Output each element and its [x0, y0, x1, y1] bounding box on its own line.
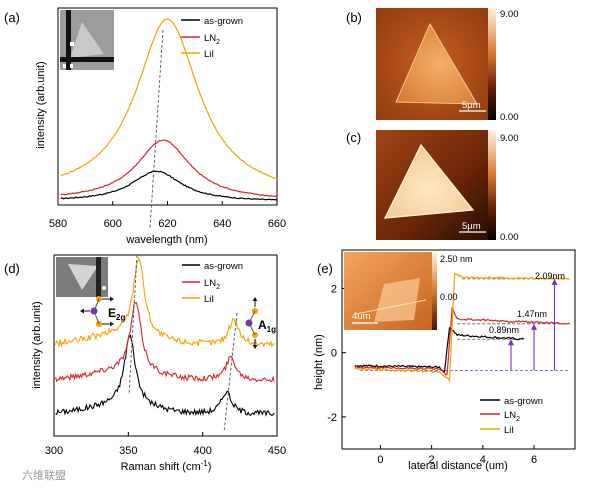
panel-d-ylabel: intensity (arb.unit) — [31, 301, 43, 388]
panel-d-xlabel: Raman shift (cm-1) — [121, 459, 212, 473]
legend-a-ln2: LN2 — [204, 33, 220, 46]
panel-d-xtick-label: 400 — [193, 445, 211, 457]
panel-e-xlabel: lateral distance (um) — [408, 460, 508, 472]
step-label-lil: 2.09nm — [535, 271, 565, 281]
panel-d-xtick-label: 350 — [119, 445, 137, 457]
panel-e-ytick-label: -2 — [327, 412, 337, 424]
panel-d-inset-image — [56, 257, 108, 297]
panel-e-xtick-label: 2 — [429, 454, 435, 466]
legend-d-as-grown: as-grown — [204, 261, 243, 272]
panel-c: (c) 5µm 9.00 0.00 — [346, 130, 519, 243]
panel-e-yticks: 2 0 -2 — [327, 284, 346, 424]
panel-e-inset-colorbar-max: 2.50 nm — [440, 254, 473, 264]
panel-a-xtick-label: 600 — [104, 218, 122, 230]
panel-e-xtick-label: 4 — [480, 454, 486, 466]
panel-e-ytick-label: 0 — [331, 348, 337, 360]
panel-a-inset-image — [60, 10, 114, 70]
panel-b-scale-bar: 5µm — [462, 100, 481, 111]
panel-a-xticks: 580 600 620 640 660 — [49, 201, 286, 230]
panel-d-xtick-label: 300 — [45, 445, 63, 457]
panel-e-curve-lil — [354, 272, 570, 383]
panel-e-ytick-label: 2 — [331, 284, 337, 296]
legend-a-as-grown: as-grown — [204, 16, 243, 27]
panel-c-colorbar-min: 0.00 — [500, 232, 519, 243]
panel-d-e2g-guide — [128, 254, 138, 396]
panel-e-step-arrows — [507, 278, 558, 371]
panel-c-scale-bar: 5µm — [462, 221, 481, 232]
panel-b-afm-image: 5µm — [376, 8, 488, 120]
panel-e-step-arrowhead — [531, 323, 538, 330]
panel-e-xtick-label: 6 — [531, 454, 537, 466]
panel-a-peak-guide — [149, 29, 164, 229]
panel-a-ylabel: intensity (arb.unit) — [35, 61, 47, 148]
panel-e-curve-as-grown — [354, 326, 525, 374]
panel-e-step-arrowhead — [507, 339, 514, 346]
panel-e-xtick-label: 0 — [377, 454, 383, 466]
panel-e-inset-image: 4um 2.50 nm 0.00 — [344, 252, 473, 330]
panel-a-xtick-label: 620 — [158, 218, 176, 230]
panel-d-legend: as-grown LN2 LiI — [182, 261, 243, 305]
panel-b-colorbar-max: 9.00 — [500, 9, 519, 20]
watermark: 六维联盟 — [22, 469, 66, 482]
panel-e-inset-colorbar — [432, 252, 437, 330]
panel-e-inset-scale-bar: 4um — [352, 311, 371, 322]
panel-a-legend: as-grown LN2 LiI — [181, 16, 243, 60]
step-label-ln2: 1.47nm — [517, 309, 547, 319]
panel-d-a1g-guide — [223, 312, 238, 433]
panel-a: (a) intensity (arb.unit) 580 600 620 640 660… — [4, 7, 286, 246]
legend-d-lil: LiI — [204, 294, 214, 305]
panel-c-label: (c) — [346, 130, 361, 145]
panel-a-curve-ln2 — [60, 139, 277, 198]
legend-d-ln2: LN2 — [204, 278, 220, 291]
panel-d-label: (d) — [4, 261, 20, 276]
panel-c-afm-image: 5µm — [376, 130, 488, 240]
a1g-label: A1g — [258, 318, 276, 334]
a1g-mode-icon — [245, 297, 258, 349]
panel-e-xticks: 0 2 4 6 — [377, 445, 537, 466]
panel-d-curve-ln2 — [54, 302, 275, 383]
panel-b-colorbar-min: 0.00 — [500, 112, 519, 123]
panel-e-step-arrowhead — [551, 278, 558, 285]
legend-e-ln2: LN2 — [504, 410, 520, 423]
panel-c-colorbar-max: 9.00 — [500, 133, 519, 144]
e2g-mode-icon — [80, 296, 114, 327]
panel-d-xticks: 300 350 400 450 — [45, 432, 286, 457]
panel-d-curve-as-grown — [55, 334, 275, 417]
panel-e-curve-ln2 — [354, 306, 571, 376]
panel-d: (d) intensity (arb.unit) 300 350 400 450 Ra… — [4, 254, 286, 473]
panel-e-label: (e) — [317, 261, 333, 276]
panel-b: (b) 5µm 9.00 0.00 — [346, 8, 519, 123]
panel-e-frame — [341, 249, 576, 450]
step-label-as-grown: 0.89nm — [489, 325, 519, 335]
legend-e-lil: LiI — [504, 425, 514, 436]
legend-e-as-grown: as-grown — [504, 396, 543, 407]
panel-a-label: (a) — [4, 10, 20, 25]
panel-a-xlabel: wavelength (nm) — [125, 234, 207, 246]
e2g-label: E2g — [108, 306, 125, 322]
panel-b-colorbar — [488, 8, 496, 120]
panel-a-xtick-label: 640 — [213, 218, 231, 230]
panel-e-curves — [354, 272, 571, 383]
panel-d-frame — [53, 254, 278, 437]
legend-a-lil: LiI — [204, 49, 214, 60]
panel-a-curve-lii — [60, 18, 278, 180]
panel-e-legend: as-grown LN2 LiI — [480, 396, 543, 436]
panel-b-label: (b) — [346, 10, 362, 25]
panel-c-colorbar — [488, 130, 496, 240]
panel-a-xtick-label: 660 — [268, 218, 286, 230]
panel-a-curve-as-grown — [60, 170, 278, 201]
panel-e-inset-colorbar-min: 0.00 — [440, 292, 458, 302]
panel-a-curves — [60, 18, 278, 201]
panel-a-xtick-label: 580 — [49, 218, 67, 230]
panel-d-curves — [54, 256, 275, 417]
panel-d-curve-lil — [54, 256, 275, 349]
panel-d-xtick-label: 450 — [268, 445, 286, 457]
panel-e-ylabel: height (nm) — [313, 334, 325, 390]
